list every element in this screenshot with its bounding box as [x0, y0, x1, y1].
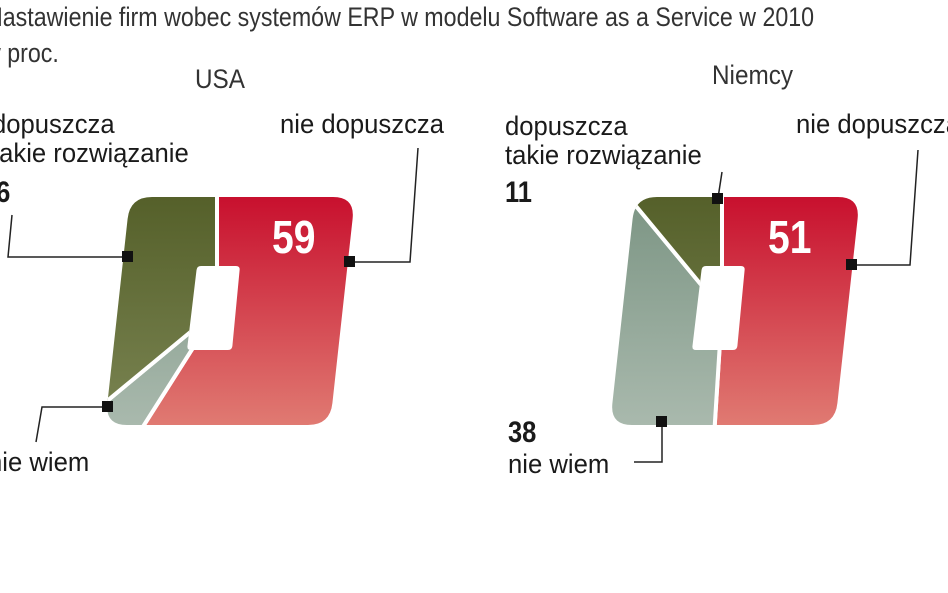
de-dontknow-label: nie wiem	[508, 449, 610, 479]
usa-dontknow-leader	[35, 406, 108, 443]
de-allow-label-2: takie rozwiązanie	[505, 140, 702, 170]
usa-deny-leader	[350, 147, 419, 263]
de-pie	[612, 197, 858, 425]
usa-allow-leader	[7, 214, 128, 258]
usa-allow-label-2: takie rozwiązanie	[0, 138, 189, 168]
usa-slice-dont-know	[107, 308, 219, 425]
de-slice-deny	[708, 197, 858, 425]
usa-chart-title: USA	[195, 64, 245, 94]
usa-deny-marker	[344, 256, 355, 267]
chart-subtitle: w proc.	[0, 38, 59, 68]
usa-deny-value: 59	[272, 211, 316, 263]
de-dontknow-marker	[656, 416, 667, 427]
usa-pie	[107, 197, 353, 425]
usa-allow-value: 36	[0, 176, 10, 210]
chart-title: Nastawienie firm wobec systemów ERP w mo…	[0, 2, 815, 32]
de-chart-title: Niemcy	[712, 60, 794, 90]
de-allow-value: 11	[505, 176, 532, 209]
de-deny-label: nie dopuszcza	[796, 109, 948, 139]
de-deny-leader	[852, 149, 919, 266]
de-deny-value: 51	[768, 211, 812, 263]
leader-markers	[102, 193, 857, 427]
de-allow-label-1: dopuszcza	[505, 111, 628, 141]
de-dontknow-value: 38	[508, 416, 537, 449]
de-deny-marker	[846, 259, 857, 270]
de-slice-allow	[612, 197, 724, 316]
usa-deny-label: nie dopuszcza	[280, 109, 444, 139]
usa-slice-deny	[115, 197, 353, 425]
usa-allow-marker	[122, 251, 133, 262]
de-allow-marker	[712, 193, 723, 204]
de-slice-dont-know	[612, 197, 725, 425]
usa-slice-allow	[107, 197, 219, 425]
de-dontknow-leader	[634, 422, 663, 463]
usa-dontknow-marker	[102, 401, 113, 412]
usa-dontknow-label: nie wiem	[0, 447, 90, 477]
usa-allow-label-1: dopuszcza	[0, 109, 115, 139]
